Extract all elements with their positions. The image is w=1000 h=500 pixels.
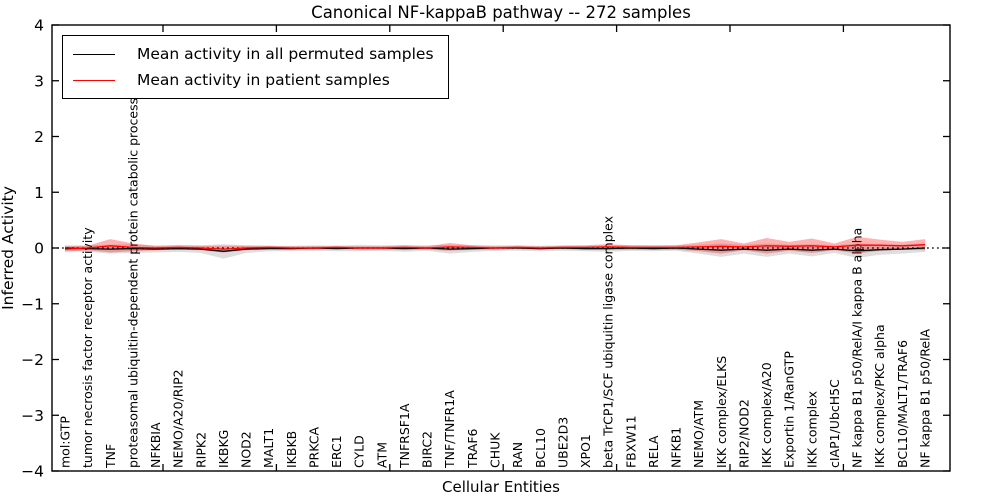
category-label: IKK complex/ELKS — [714, 356, 729, 468]
category-label: FBXW11 — [623, 415, 638, 468]
y-tick-label: 3 — [34, 72, 44, 90]
y-tick-label: −4 — [21, 463, 44, 481]
y-tick-label: −3 — [21, 407, 44, 425]
category-label: tumor necrosis factor receptor activity — [80, 227, 95, 468]
category-label: TNF — [103, 444, 118, 469]
category-label: TNF/TNFR1A — [442, 390, 457, 469]
category-label: IKK complex/PKC alpha — [872, 324, 887, 468]
category-label: cIAP1/UbcH5C — [827, 379, 842, 468]
category-label: TNFRSF1A — [397, 403, 412, 469]
category-label: NFKB1 — [669, 427, 684, 468]
category-label: beta TrCP1/SCF ubiquitin ligase complex — [601, 216, 616, 468]
category-label: NF kappa B1 p50/RelA — [918, 328, 933, 468]
category-label: MALT1 — [261, 428, 276, 468]
category-label: RIPK2 — [193, 432, 208, 468]
category-label: RIP2/NOD2 — [736, 399, 751, 468]
category-label: IKBKB — [284, 431, 299, 468]
category-label: NFKBIA — [148, 422, 163, 468]
legend: Mean activity in all permuted samples Me… — [62, 35, 449, 99]
x-axis-label: Cellular Entities — [442, 478, 560, 496]
category-label: ATM — [374, 442, 389, 468]
permuted-line-swatch — [73, 53, 115, 55]
category-label: RELA — [646, 435, 661, 468]
category-label: BIRC2 — [420, 431, 435, 468]
category-label: CYLD — [352, 435, 367, 468]
chart-title: Canonical NF-kappaB pathway -- 272 sampl… — [311, 3, 691, 22]
y-tick-label: 1 — [34, 184, 44, 202]
y-tick-label: 2 — [34, 128, 44, 146]
y-axis-label: Inferred Activity — [0, 186, 17, 310]
patient-line-swatch — [73, 79, 115, 81]
y-tick-label: −2 — [21, 351, 44, 369]
y-tick-label: −1 — [21, 295, 44, 313]
y-tick-label: 0 — [34, 240, 44, 258]
legend-item-permuted: Mean activity in all permuted samples — [73, 41, 434, 67]
category-label: NF kappa B1 p50/RelA/I kappa B alpha — [850, 228, 865, 468]
category-label: TRAF6 — [465, 428, 480, 469]
y-tick-label: 4 — [34, 17, 44, 35]
category-label: BCL10/MALT1/TRAF6 — [895, 340, 910, 468]
category-label: Exportin 1/RanGTP — [782, 351, 797, 468]
category-label: NEMO/ATM — [691, 400, 706, 468]
legend-item-patient: Mean activity in patient samples — [73, 67, 434, 93]
legend-label-patient: Mean activity in patient samples — [137, 71, 390, 89]
category-label: BCL10 — [533, 428, 548, 468]
category-label: IKK complex — [804, 391, 819, 468]
category-label: XPO1 — [578, 434, 593, 468]
category-label: PRKCA — [306, 427, 321, 468]
category-label: UBE2D3 — [555, 417, 570, 468]
category-label: proteasomal ubiquitin-dependent protein … — [125, 98, 140, 468]
category-label: IKK complex/A20 — [759, 362, 774, 468]
category-label: NEMO/A20/RIP2 — [171, 369, 186, 468]
patient-mean-line — [64, 244, 926, 250]
legend-label-permuted: Mean activity in all permuted samples — [137, 45, 434, 63]
category-label: CHUK — [488, 432, 503, 468]
category-label: mol:GTP — [58, 416, 73, 468]
category-label: ERC1 — [329, 435, 344, 468]
category-label: IKBKG — [216, 430, 231, 468]
category-label: NOD2 — [239, 431, 254, 468]
category-label: RAN — [510, 442, 525, 468]
